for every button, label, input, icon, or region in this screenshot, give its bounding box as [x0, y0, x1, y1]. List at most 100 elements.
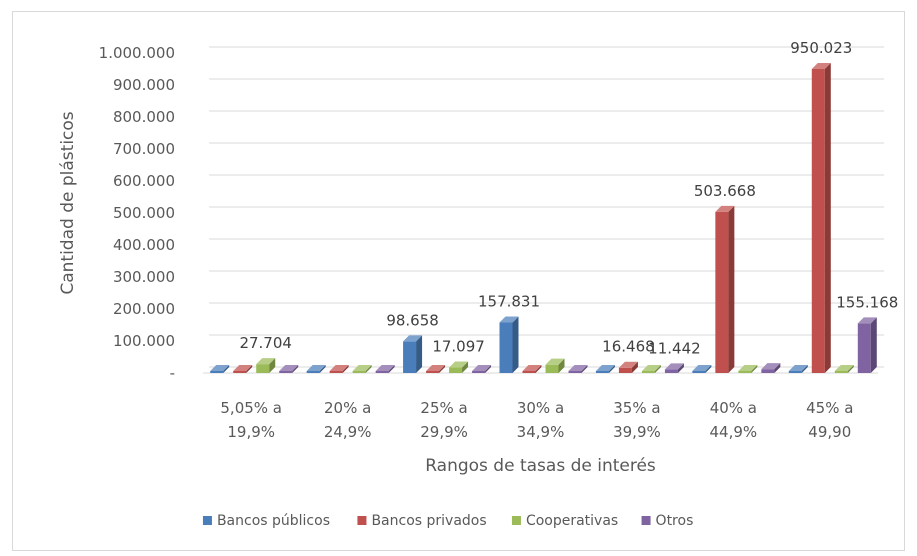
x-tick-label: 5,05% a 19,9%: [220, 399, 282, 441]
bar-side: [558, 358, 565, 373]
bar-otros-1: [279, 365, 299, 373]
bar-cooperativas-7: [834, 365, 854, 373]
bar-front: [499, 322, 513, 373]
bar-front: [403, 341, 417, 373]
bar-side: [388, 365, 395, 373]
bar-front: [738, 371, 752, 373]
legend-label: Bancos públicos: [217, 513, 330, 529]
bar-front: [761, 369, 775, 373]
legend-swatch: [202, 516, 212, 525]
bar-side: [751, 365, 758, 373]
bar-top: [403, 335, 423, 342]
bar-top: [210, 365, 230, 371]
bar-top: [692, 365, 712, 371]
bar-top: [256, 358, 276, 365]
bar-side: [269, 358, 276, 373]
bar-front: [522, 371, 536, 373]
bar-side: [485, 365, 492, 373]
y-tick-label: 200.000: [113, 300, 175, 318]
bar-top: [449, 361, 469, 368]
y-axis-title: Cantidad de plásticos: [58, 111, 78, 294]
bar-front: [256, 364, 270, 373]
bar-front: [210, 371, 224, 373]
data-label: 27.704: [239, 334, 292, 352]
x-tick-label: 30% a 34,9%: [517, 399, 565, 441]
bar-otros-3: [472, 365, 492, 373]
bar-otros-7: [857, 317, 877, 373]
bar-top: [641, 365, 661, 371]
x-tick-label: 40% a 44,9%: [710, 399, 758, 441]
data-label: 98.658: [386, 311, 439, 329]
y-tick-label: 500.000: [113, 204, 175, 222]
y-tick-label: 900.000: [113, 76, 175, 94]
bar-front: [352, 371, 366, 373]
bar-cooperativas-6: [738, 365, 758, 373]
bar-front: [568, 371, 582, 373]
legend-label: Bancos privados: [371, 513, 486, 529]
bar-side: [342, 365, 349, 373]
bar-top: [306, 365, 326, 371]
y-tick-label: 1.000.000: [99, 44, 175, 62]
bar-side: [654, 365, 661, 373]
y-tick-label: 700.000: [113, 140, 175, 158]
data-label: 950.023: [790, 39, 852, 57]
legend-swatch: [641, 516, 651, 525]
bar-bancos-privados-5: [618, 361, 638, 373]
legend-item-bancos-privados: Bancos privados: [357, 513, 487, 529]
data-label: 17.097: [432, 338, 485, 356]
data-label: 11.442: [648, 339, 701, 357]
legend-item-otros: Otros: [641, 513, 694, 529]
bar-top: [499, 316, 519, 323]
bar-top: [352, 365, 372, 371]
bar-front: [788, 371, 802, 373]
bar-side: [512, 316, 519, 373]
bar-otros-2: [375, 365, 395, 373]
bar-front: [857, 323, 871, 373]
bar-otros-4: [568, 365, 588, 373]
bar-side: [608, 365, 615, 373]
bar-side: [705, 365, 712, 373]
bar-front: [664, 369, 678, 373]
bar-top: [279, 365, 299, 371]
data-label: 155.168: [836, 293, 898, 311]
bar-cooperativas-1: [256, 358, 276, 373]
bar-top: [522, 365, 542, 371]
bar-side: [246, 365, 253, 373]
bar-bancos-p-blicos-5: [595, 365, 615, 373]
bar-top: [618, 361, 638, 368]
bar-front: [306, 371, 320, 373]
bar-bancos-privados-6: [715, 205, 735, 373]
bar-side: [870, 317, 877, 373]
legend-label: Otros: [656, 513, 694, 529]
bar-otros-6: [761, 363, 781, 373]
legend-swatch: [357, 516, 367, 525]
bar-cooperativas-2: [352, 365, 372, 373]
bar-side: [801, 365, 808, 373]
bar-side: [677, 363, 684, 373]
y-tick-label: 800.000: [113, 108, 175, 126]
bar-top: [811, 62, 831, 69]
bar-side: [535, 365, 542, 373]
legend-item-cooperativas: Cooperativas: [511, 513, 618, 529]
legend-swatch: [511, 516, 521, 525]
bar-side: [223, 365, 230, 373]
bar-cooperativas-3: [449, 361, 469, 373]
x-tick-label: 25% a 29,9%: [420, 399, 468, 441]
bar-top: [857, 317, 877, 324]
bar-side: [292, 365, 299, 373]
bar-side: [416, 335, 423, 373]
bar-front: [692, 371, 706, 373]
bar-front: [834, 371, 848, 373]
bar-top: [595, 365, 615, 371]
bar-bancos-p-blicos-1: [210, 365, 230, 373]
bar-side: [319, 365, 326, 373]
legend-label: Cooperativas: [526, 513, 618, 529]
bar-side: [824, 62, 831, 373]
data-label: 157.831: [478, 292, 540, 310]
bar-bancos-privados-1: [233, 365, 253, 373]
legend-item-bancos-p-blicos: Bancos públicos: [202, 513, 330, 529]
bar-front: [472, 371, 486, 373]
y-tick-label: -: [170, 364, 175, 382]
bar-top: [715, 205, 735, 212]
